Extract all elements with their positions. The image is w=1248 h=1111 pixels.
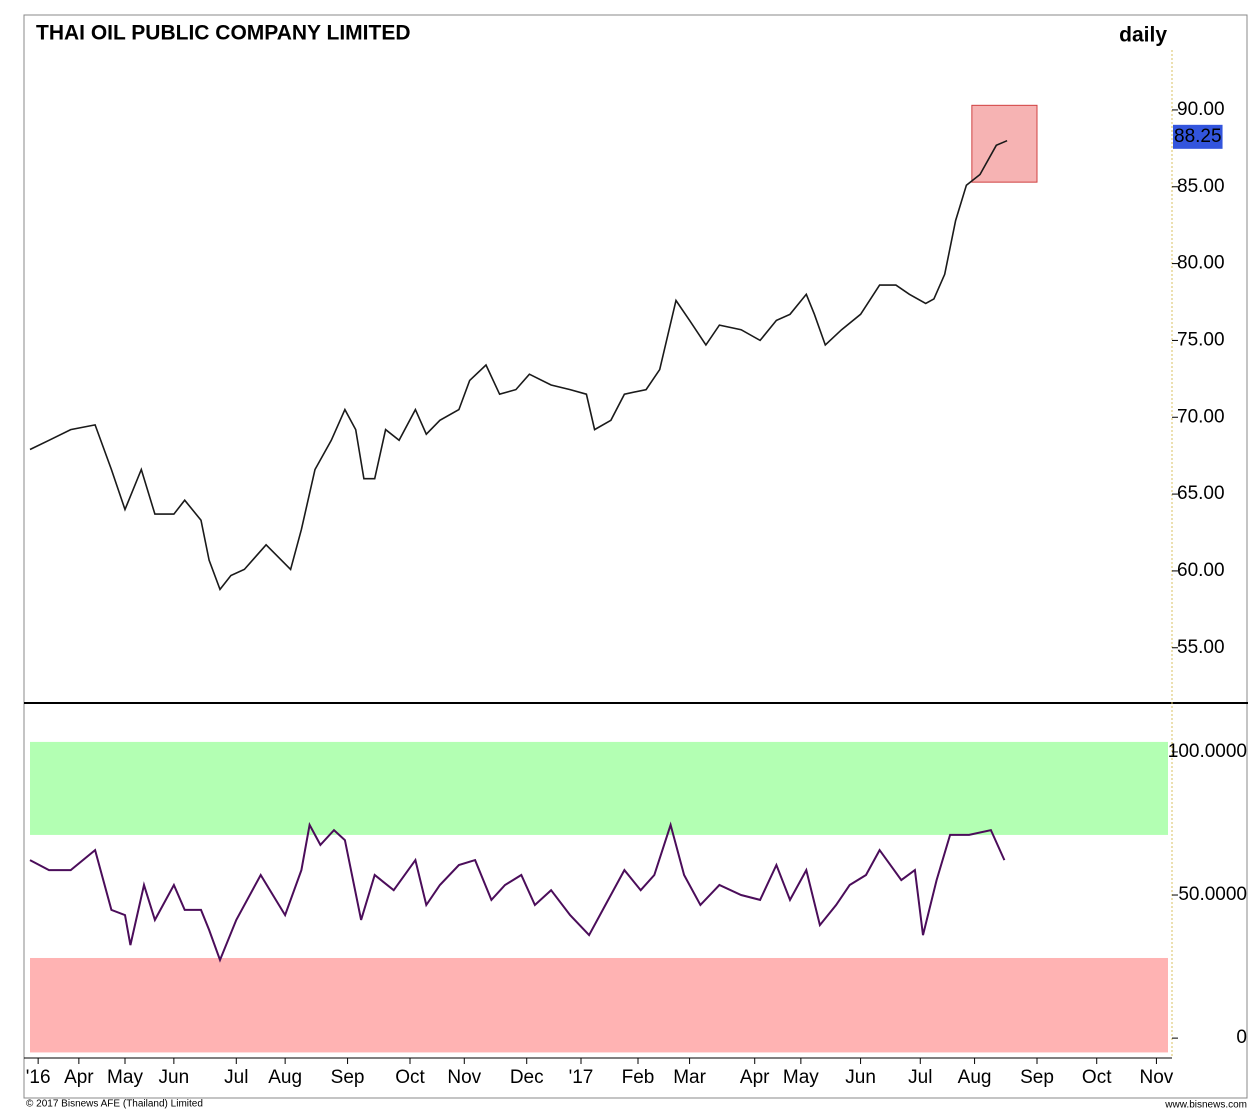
copyright: © 2017 Bisnews AFE (Thailand) Limited — [26, 1099, 203, 1110]
chart-title: THAI OIL PUBLIC COMPANY LIMITED — [36, 22, 411, 45]
x-tick-label: Feb — [622, 1067, 655, 1088]
band — [30, 741, 1168, 835]
y-tick-label: 60.00 — [1177, 560, 1225, 581]
y-tick-label: 50.0000 — [1178, 884, 1247, 905]
x-tick-label: Nov — [447, 1067, 481, 1088]
x-tick-label: Sep — [1020, 1067, 1054, 1088]
band — [30, 957, 1168, 1053]
chart-subtitle: daily — [1119, 24, 1167, 47]
x-tick-label: Nov — [1140, 1067, 1174, 1088]
x-tick-label: Oct — [1082, 1067, 1112, 1088]
x-tick-label: '17 — [569, 1067, 594, 1088]
x-tick-label: Apr — [64, 1067, 94, 1088]
x-tick-label: May — [783, 1067, 819, 1088]
x-tick-label: Jul — [224, 1067, 248, 1088]
x-tick-label: Oct — [395, 1067, 425, 1088]
x-tick-label: Aug — [958, 1067, 992, 1088]
x-tick-label: '16 — [26, 1067, 51, 1088]
x-tick-label: Dec — [510, 1067, 544, 1088]
y-tick-label: 100.0000 — [1168, 741, 1247, 762]
y-tick-label: 55.00 — [1177, 637, 1225, 658]
series-line — [29, 139, 1008, 592]
y-tick-label: 0 — [1236, 1027, 1247, 1048]
y-tick-label: 90.00 — [1177, 99, 1225, 120]
last-value-label: 88.25 — [1174, 126, 1222, 147]
x-tick-label: May — [107, 1067, 143, 1088]
y-tick-label: 80.00 — [1177, 253, 1225, 274]
y-tick-label: 70.00 — [1177, 406, 1225, 427]
x-tick-label: Jun — [845, 1067, 876, 1088]
x-tick-label: Apr — [740, 1067, 770, 1088]
y-tick-label: 75.00 — [1177, 329, 1225, 350]
site: www.bisnews.com — [1164, 1100, 1247, 1111]
x-tick-label: Jul — [908, 1067, 932, 1088]
x-tick-label: Sep — [331, 1067, 365, 1088]
frame — [23, 14, 1248, 1099]
y-tick-label: 65.00 — [1177, 483, 1225, 504]
series-line — [29, 821, 1006, 963]
y-tick-label: 85.00 — [1177, 176, 1225, 197]
last-value-box — [1173, 124, 1223, 149]
x-tick-label: Aug — [268, 1067, 302, 1088]
x-tick-label: Mar — [673, 1067, 706, 1088]
x-tick-label: Jun — [159, 1067, 190, 1088]
